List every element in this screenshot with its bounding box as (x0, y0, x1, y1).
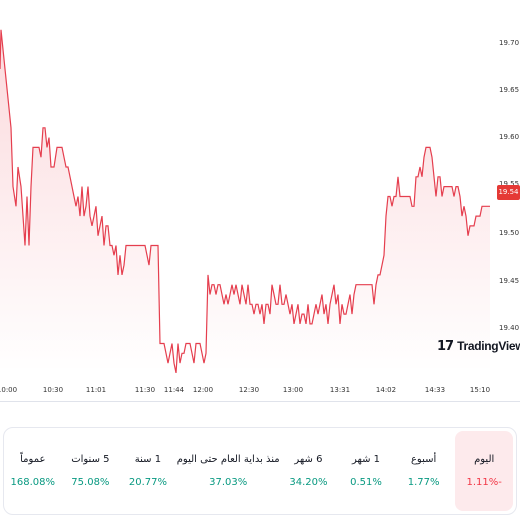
perf-cell-ytd[interactable]: منذ بداية العام حتى اليوم 37.03% (177, 428, 280, 514)
x-axis-tick-label: 11:30 (135, 386, 155, 394)
x-axis-tick-label: 12:00 (193, 386, 213, 394)
y-axis-tick-label: 19.40 (499, 324, 519, 332)
price-chart[interactable]: 19.70 19.65 19.60 19.55 19.50 19.45 19.40 10:0… (0, 0, 520, 400)
perf-label: 1 سنة (134, 454, 162, 465)
y-axis-tick-label: 19.60 (499, 133, 519, 141)
y-axis-tick-label: 19.45 (499, 277, 519, 285)
chart-divider (0, 401, 520, 402)
perf-label: عموماً (20, 454, 46, 465)
perf-cell-all-time[interactable]: عموماً 168.08% (4, 428, 62, 514)
perf-value: 37.03% (209, 477, 248, 488)
perf-value: 1.77% (407, 477, 440, 488)
x-axis-tick-label: 10:30 (43, 386, 63, 394)
x-axis-tick-label: 13:00 (283, 386, 303, 394)
perf-value: 168.08% (10, 477, 56, 488)
perf-label: 1 شهر (351, 454, 381, 465)
perf-cell-5-years[interactable]: 5 سنوات 75.08% (62, 428, 120, 514)
perf-cell-1-month[interactable]: 1 شهر 0.51% (337, 428, 395, 514)
last-price-badge: 19.54 (497, 185, 520, 200)
tradingview-logo-icon: 17 (437, 338, 454, 354)
price-line (0, 29, 490, 374)
perf-value: 34.20% (289, 477, 328, 488)
x-axis-tick-label: 11:01 (86, 386, 106, 394)
perf-value: 75.08% (71, 477, 110, 488)
perf-label: منذ بداية العام حتى اليوم (176, 454, 280, 465)
perf-value: 20.77% (128, 477, 168, 488)
tradingview-logo[interactable]: 17 TradingView (437, 336, 520, 356)
tradingview-logo-text: TradingView (457, 339, 520, 353)
y-axis-tick-label: 19.55 (499, 180, 519, 188)
perf-value: 0.51% (350, 477, 382, 488)
perf-label: اليوم (474, 454, 495, 465)
perf-label: 5 سنوات (71, 454, 110, 465)
perf-label: أسبوع (410, 454, 437, 465)
x-axis-tick-label: 12:30 (239, 386, 259, 394)
y-axis-tick-label: 19.70 (499, 39, 519, 47)
x-axis-tick-label: 10:00 (0, 386, 17, 394)
x-axis-tick-label: 11:44 (164, 386, 185, 394)
x-axis-tick-label: 14:02 (376, 386, 396, 394)
y-axis-tick-label: 19.50 (499, 229, 519, 237)
perf-cell-1-week[interactable]: أسبوع 1.77% (395, 428, 453, 514)
perf-value: 1.11%- (466, 477, 502, 488)
x-axis-tick-label: 14:33 (425, 386, 445, 394)
price-area (0, 29, 490, 373)
y-axis-tick-label: 19.65 (499, 86, 519, 94)
x-axis-tick-label: 13:31 (330, 386, 350, 394)
perf-cell-1-year[interactable]: 1 سنة 20.77% (119, 428, 177, 514)
price-chart-svg[interactable]: 19.70 19.65 19.60 19.55 19.50 19.45 19.40 10:0… (0, 0, 520, 400)
x-axis-tick-label: 15:10 (470, 386, 490, 394)
perf-cell-today[interactable]: اليوم 1.11%- (455, 431, 513, 511)
perf-label: 6 شهر (294, 454, 323, 465)
perf-cell-6-months[interactable]: 6 شهر 34.20% (280, 428, 338, 514)
performance-bar: عموماً 168.08% 5 سنوات 75.08% 1 سنة 20.7… (3, 427, 517, 515)
